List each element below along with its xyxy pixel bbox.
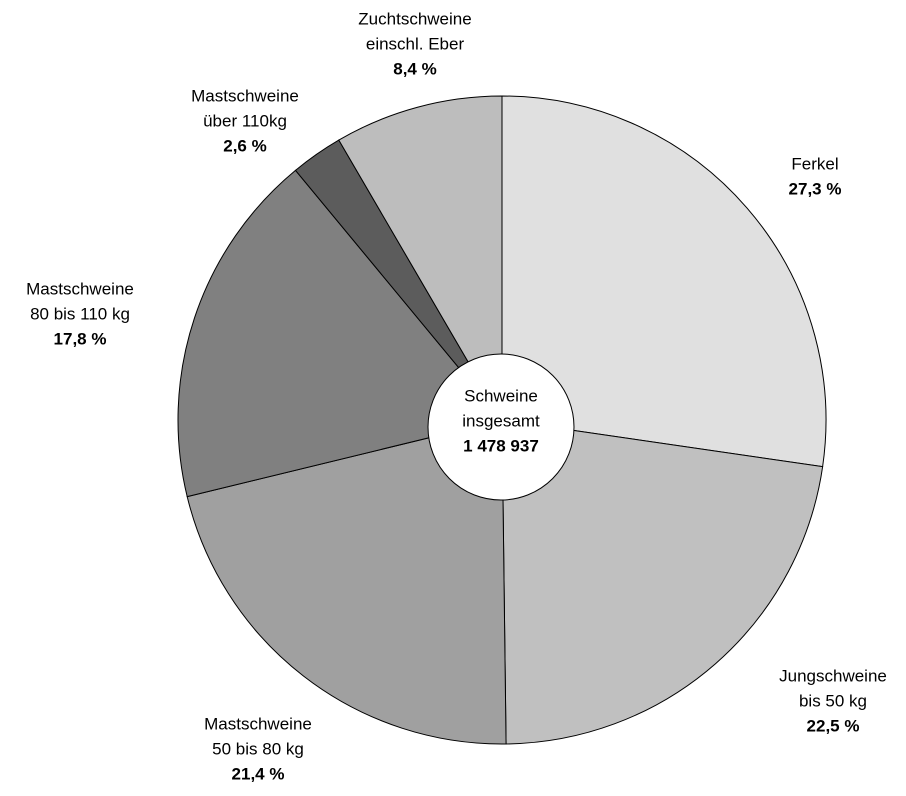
slice-label: Jungschweine [779,666,887,685]
center-total: 1 478 937 [463,436,539,455]
value-label: 8,4 % [393,59,436,78]
slice-label: 80 bis 110 kg [30,304,130,323]
slice-label: Zuchtschweine [358,9,471,28]
value-label: 2,6 % [223,136,266,155]
center-label: insgesamt [462,411,540,430]
value-label: 27,3 % [789,179,842,198]
slice-label: Ferkel [791,154,838,173]
slice-label: Mastschweine [191,86,299,105]
slice-label: bis 50 kg [799,691,867,710]
value-label: 17,8 % [54,329,107,348]
slice-label: einschl. Eber [366,34,465,53]
pie-slice [501,419,824,745]
value-label: 21,4 % [232,764,285,783]
center-label: Schweine [464,386,538,405]
pie-slice [186,419,507,745]
slice-label: über 110kg [203,111,287,130]
pie-slice [338,95,503,422]
slice-label: Mastschweine [26,279,134,298]
slice-label: Mastschweine [204,714,312,733]
value-label: 22,5 % [807,716,860,735]
slice-label: 50 bis 80 kg [212,739,304,758]
center-circle [427,353,575,501]
pie-slice [501,95,827,468]
pie-slice [177,169,503,498]
